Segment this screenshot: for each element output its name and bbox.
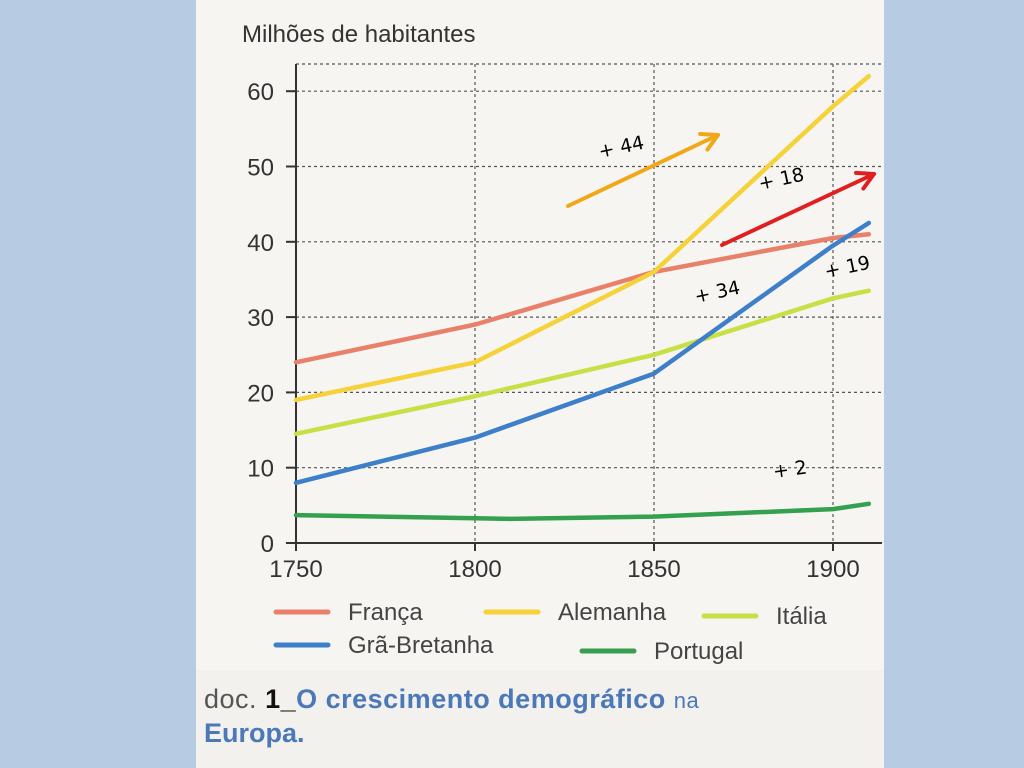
series-line-3 — [293, 220, 872, 486]
y-tick-label-20: 20 — [247, 380, 274, 407]
y-tick-label-0: 0 — [261, 531, 274, 558]
population-chart: 0 10 20 30 40 50 60 1750 1800 1850 1900 Milhões d… — [196, 0, 884, 670]
caption-title-1: O crescimento demográfico — [296, 684, 666, 714]
caption-cut: na — [673, 688, 700, 713]
legend-label-3: Grã-Bretanha — [348, 632, 494, 659]
legend-item-1: Alemanha — [483, 599, 667, 626]
legend-label-2: Itália — [776, 603, 827, 630]
y-tick-labels: 0 10 20 30 40 50 60 — [247, 79, 274, 558]
right-margin — [884, 0, 1024, 768]
legend-item-4: Portugal — [579, 638, 743, 665]
arrow-1 — [720, 170, 876, 247]
legend-item-2: Itália — [701, 603, 827, 630]
legend: França Alemanha Itália Grã-Bretanha Portugal — [273, 599, 827, 665]
series-line-2 — [293, 288, 872, 437]
axes — [286, 64, 882, 551]
y-axis-label: Milhões de habitantes — [242, 21, 475, 48]
legend-item-0: França — [273, 599, 423, 626]
x-tick-label-1750: 1750 — [269, 556, 322, 583]
grid-lines — [296, 63, 882, 543]
y-tick-label-60: 60 — [247, 79, 274, 106]
x-tick-label-1850: 1850 — [627, 556, 680, 583]
y-tick-label-30: 30 — [247, 305, 274, 332]
annotation-4: + 2 — [772, 456, 809, 483]
series-line-4 — [293, 501, 872, 522]
caption-line-1: doc. 1_O crescimento demográfico na — [204, 684, 699, 715]
legend-item-3: Grã-Bretanha — [273, 632, 494, 659]
caption-line-2: Europa. — [204, 718, 305, 748]
scanned-page: 0 10 20 30 40 50 60 1750 1800 1850 1900 Milhões d… — [196, 0, 884, 768]
arrow-0 — [566, 131, 720, 208]
annotation-arrows — [566, 131, 876, 247]
y-tick-label-10: 10 — [247, 456, 274, 483]
legend-label-1: Alemanha — [558, 599, 667, 626]
x-tick-label-1800: 1800 — [448, 556, 501, 583]
series-line-1 — [293, 73, 872, 403]
caption-prefix: doc. — [204, 684, 258, 714]
x-tick-labels: 1750 1800 1850 1900 — [269, 556, 859, 583]
y-tick-label-40: 40 — [247, 230, 274, 257]
caption-number: 1_ — [265, 684, 297, 714]
x-tick-label-1900: 1900 — [806, 556, 859, 583]
y-tick-label-50: 50 — [247, 155, 274, 182]
series-lines — [293, 73, 872, 522]
legend-label-4: Portugal — [654, 638, 743, 665]
legend-label-0: França — [348, 599, 423, 626]
